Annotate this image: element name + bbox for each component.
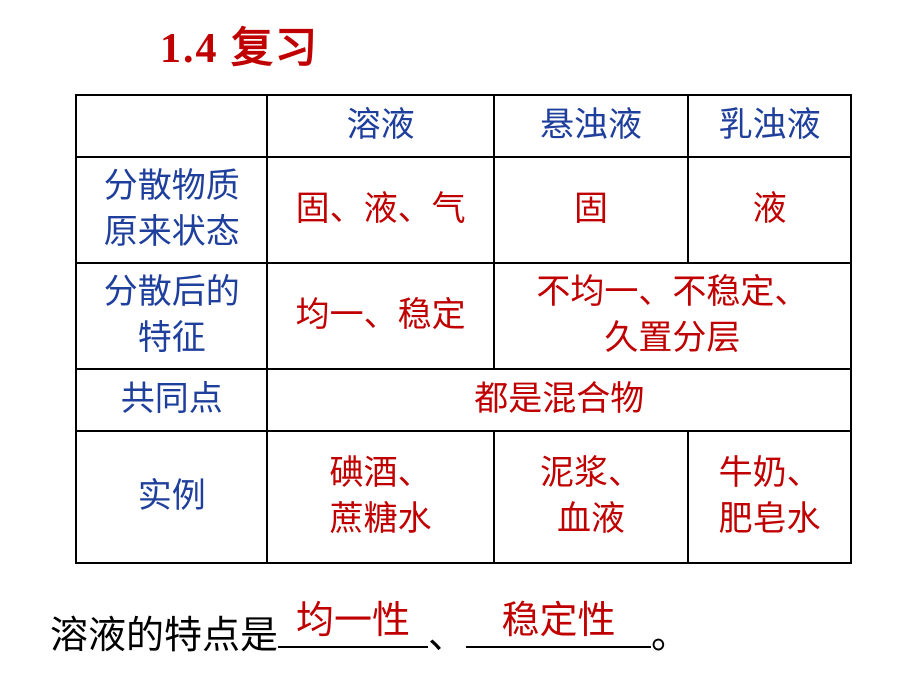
slide-title: 1.4 复习 bbox=[160, 14, 319, 75]
state-solution: 固、液、气 bbox=[267, 157, 493, 263]
row-original-state: 分散物质原来状态 固、液、气 固 液 bbox=[76, 157, 851, 263]
example-suspension: 泥浆、血液 bbox=[494, 431, 689, 563]
state-suspension: 固 bbox=[494, 157, 689, 263]
bottom-sentence: 溶液的特点是均一性、稳定性。 bbox=[50, 604, 689, 659]
bottom-lead: 溶液的特点是 bbox=[50, 615, 278, 657]
example-solution: 碘酒、蔗糖水 bbox=[267, 431, 493, 563]
bottom-end: 。 bbox=[651, 615, 689, 657]
feature-solution: 均一、稳定 bbox=[267, 263, 493, 369]
comparison-table: 溶液 悬浊液 乳浊液 分散物质原来状态 固、液、气 固 液 分散后的特征 均一、… bbox=[75, 94, 852, 564]
label-common: 共同点 bbox=[76, 369, 267, 431]
label-feature: 分散后的特征 bbox=[76, 263, 267, 369]
feature-suspension-emulsion: 不均一、不稳定、久置分层 bbox=[494, 263, 851, 369]
blank-1-fill: 均一性 bbox=[278, 589, 428, 644]
example-emulsion: 牛奶、肥皂水 bbox=[688, 431, 851, 563]
row-example: 实例 碘酒、蔗糖水 泥浆、血液 牛奶、肥皂水 bbox=[76, 431, 851, 563]
blank-2: 稳定性 bbox=[466, 646, 651, 648]
blank-2-fill: 稳定性 bbox=[466, 589, 651, 644]
bottom-sep: 、 bbox=[428, 615, 466, 657]
row-feature: 分散后的特征 均一、稳定 不均一、不稳定、久置分层 bbox=[76, 263, 851, 369]
header-suspension: 悬浊液 bbox=[494, 95, 689, 157]
header-blank bbox=[76, 95, 267, 157]
blank-1: 均一性 bbox=[278, 646, 428, 648]
header-emulsion: 乳浊液 bbox=[688, 95, 851, 157]
table-header-row: 溶液 悬浊液 乳浊液 bbox=[76, 95, 851, 157]
header-solution: 溶液 bbox=[267, 95, 493, 157]
label-example: 实例 bbox=[76, 431, 267, 563]
row-common: 共同点 都是混合物 bbox=[76, 369, 851, 431]
label-original-state: 分散物质原来状态 bbox=[76, 157, 267, 263]
state-emulsion: 液 bbox=[688, 157, 851, 263]
slide: 1.4 复习 溶液 悬浊液 乳浊液 分散物质原来状态 固、液、气 固 液 分散后… bbox=[0, 0, 920, 690]
common-all: 都是混合物 bbox=[267, 369, 851, 431]
